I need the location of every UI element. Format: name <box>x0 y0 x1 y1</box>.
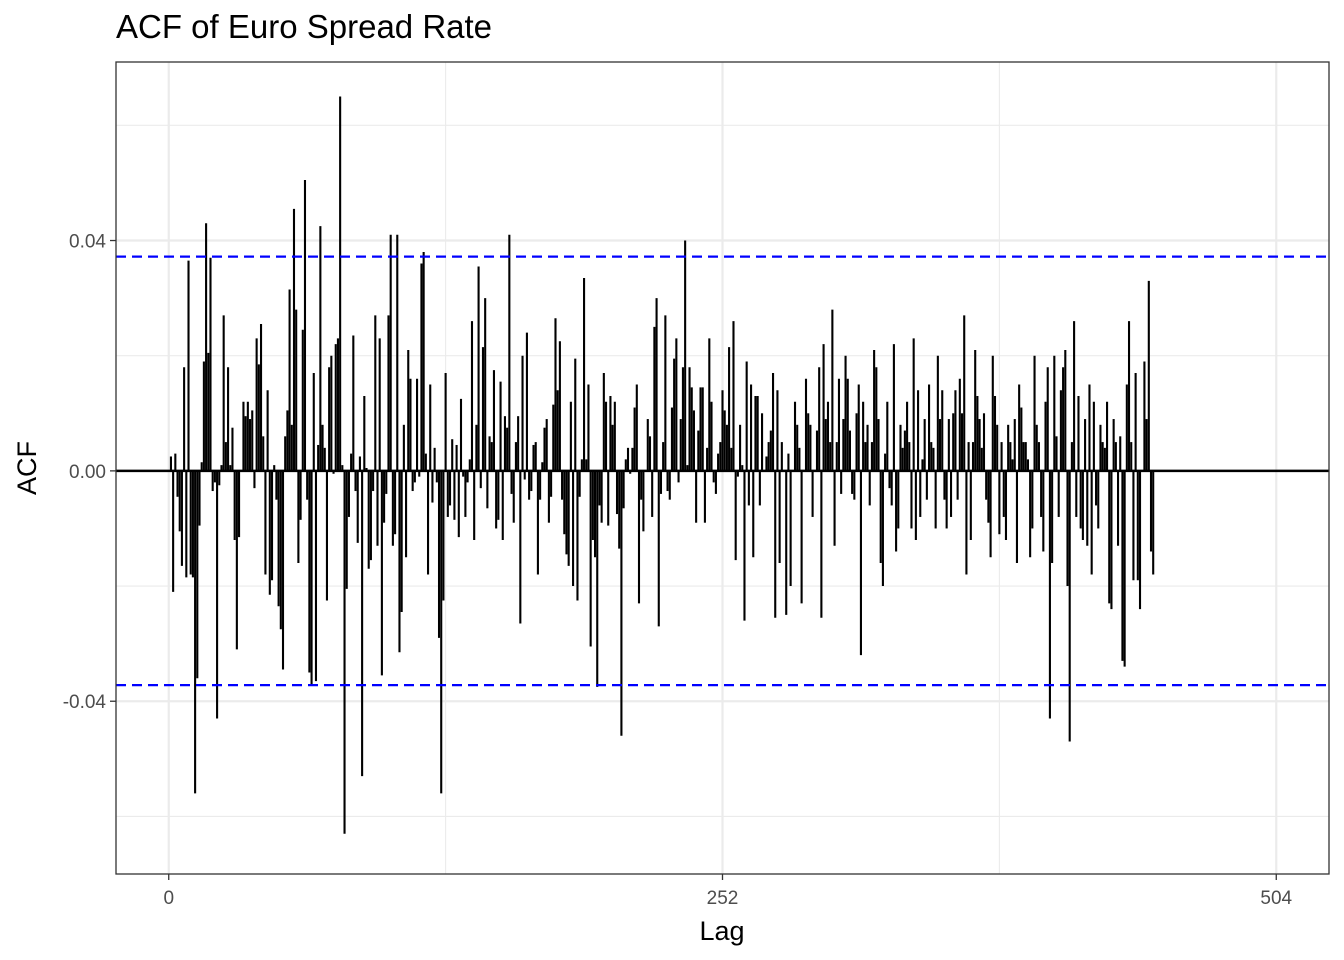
y-tick-label: 0.04 <box>69 232 106 253</box>
y-axis: -0.04 0.00 0.04 <box>63 232 116 713</box>
y-axis-title: ACF <box>12 441 42 495</box>
x-tick-label: 252 <box>707 888 739 909</box>
chart-title: ACF of Euro Spread Rate <box>116 8 492 45</box>
plot-panel <box>115 61 1330 875</box>
x-tick-label: 504 <box>1260 888 1292 909</box>
x-axis-title: Lag <box>699 916 744 946</box>
acf-bars <box>169 96 1155 834</box>
y-tick-label: -0.04 <box>63 692 107 713</box>
x-axis: 0 252 504 <box>163 874 1293 909</box>
y-tick-label: 0.00 <box>69 462 106 483</box>
x-tick-label: 0 <box>163 888 174 909</box>
